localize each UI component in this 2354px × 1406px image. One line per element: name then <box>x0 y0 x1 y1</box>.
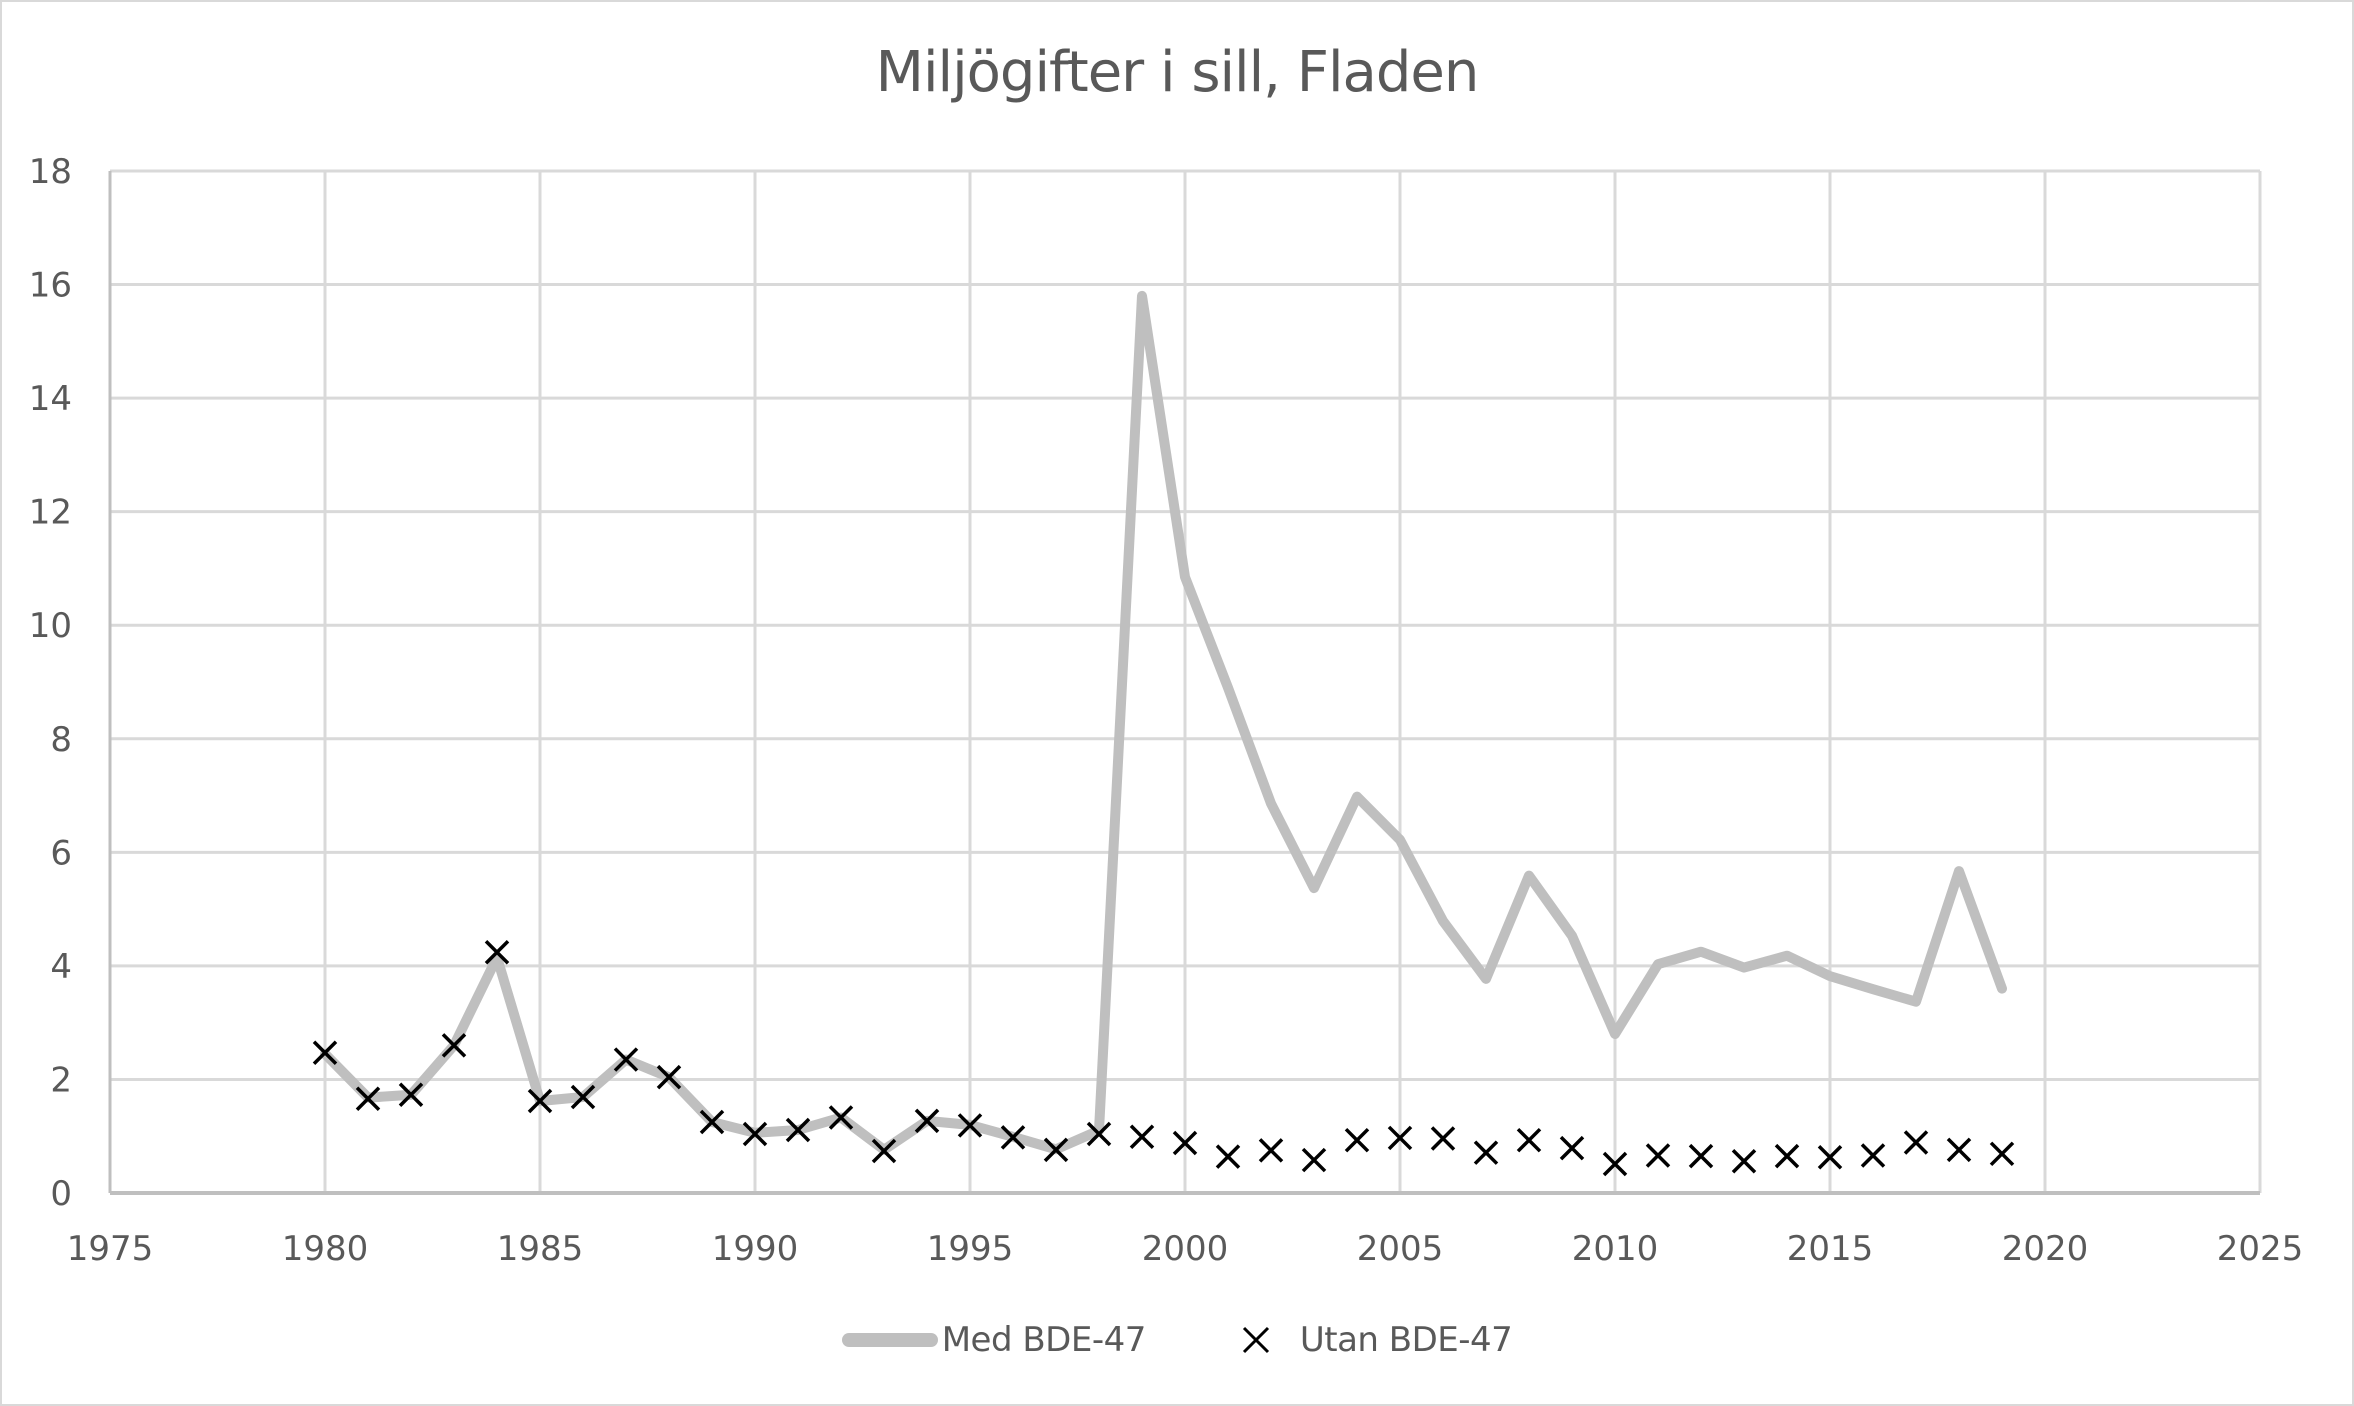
y-tick-label: 12 <box>29 493 72 533</box>
x-marker-icon <box>1086 1121 1112 1147</box>
x-tick-label: 2025 <box>2217 1229 2304 1269</box>
x-axis-ticks: 1975 1980 1985 1990 1995 2000 2005 2010 2015 2020… <box>67 1229 2304 1269</box>
x-marker-icon <box>1430 1126 1456 1151</box>
x-marker-icon <box>1226 1320 1286 1360</box>
x-marker-icon <box>1688 1143 1714 1169</box>
x-tick-label: 1985 <box>497 1229 584 1269</box>
series-med-bde47-line <box>320 290 2007 1155</box>
y-tick-label: 8 <box>50 720 72 760</box>
legend-label: Utan BDE-47 <box>1299 1320 1513 1360</box>
x-marker-icon <box>1989 1141 2015 1167</box>
y-tick-label: 0 <box>50 1174 72 1214</box>
x-tick-label: 1990 <box>712 1229 799 1269</box>
x-marker-icon <box>1946 1137 1972 1163</box>
legend-label: Med BDE-47 <box>941 1320 1147 1360</box>
x-marker-icon <box>1817 1144 1843 1170</box>
x-tick-label: 1995 <box>927 1229 1014 1269</box>
x-marker-icon <box>570 1084 596 1110</box>
legend: Med BDE-47 Utan BDE-47 <box>0 1310 2354 1370</box>
legend-item-utan-bde47[interactable]: Utan BDE-47 <box>1146 1320 1513 1360</box>
y-tick-label: 2 <box>50 1060 72 1100</box>
y-tick-label: 16 <box>29 266 72 306</box>
x-tick-label: 1975 <box>67 1229 154 1269</box>
x-marker-icon <box>1387 1125 1413 1151</box>
x-marker-icon <box>1903 1130 1929 1155</box>
y-tick-label: 6 <box>50 833 72 873</box>
x-marker-icon <box>1774 1143 1800 1169</box>
x-marker-icon <box>1000 1125 1026 1150</box>
x-tick-label: 2010 <box>1572 1229 1659 1269</box>
x-tick-label: 2020 <box>2002 1229 2089 1269</box>
x-marker-icon <box>1301 1147 1327 1173</box>
x-marker-icon <box>785 1117 811 1143</box>
x-marker-icon <box>1516 1127 1542 1153</box>
x-marker-icon <box>914 1108 940 1134</box>
chart-title: Miljögifter i sill, Fladen <box>875 40 1480 105</box>
x-tick-label: 2015 <box>1787 1229 1874 1269</box>
x-marker-icon <box>398 1082 424 1108</box>
x-marker-icon <box>441 1033 467 1058</box>
x-tick-label: 1980 <box>282 1229 369 1269</box>
x-marker-icon <box>1344 1127 1370 1153</box>
y-tick-label: 14 <box>29 379 72 419</box>
x-marker-icon <box>1860 1143 1886 1168</box>
x-marker-icon <box>1258 1138 1284 1163</box>
x-marker-icon <box>1129 1124 1155 1150</box>
x-marker-icon <box>828 1105 854 1130</box>
x-marker-icon <box>527 1088 553 1114</box>
x-marker-icon <box>1172 1130 1198 1156</box>
x-marker-icon <box>1473 1140 1499 1165</box>
x-marker-icon <box>742 1121 768 1147</box>
x-marker-icon <box>1043 1137 1069 1163</box>
x-marker-icon <box>871 1138 897 1164</box>
x-marker-icon <box>1559 1135 1585 1161</box>
series-utan-bde47-markers <box>312 940 2015 1177</box>
axes <box>108 171 2260 1195</box>
x-marker-icon <box>1731 1148 1757 1174</box>
x-marker-icon <box>656 1064 682 1090</box>
med-bde47-line <box>320 290 2007 1155</box>
x-tick-label: 2005 <box>1357 1229 1444 1269</box>
x-marker-icon <box>699 1109 725 1135</box>
y-tick-label: 18 <box>29 152 72 192</box>
gridlines <box>110 169 2262 1193</box>
x-marker-icon <box>312 1040 338 1065</box>
x-marker-icon <box>957 1113 983 1138</box>
legend-line-swatch-icon <box>841 1333 938 1347</box>
x-marker-icon <box>484 940 510 965</box>
y-tick-label: 10 <box>29 606 72 646</box>
legend-item-med-bde47[interactable]: Med BDE-47 <box>841 1320 1147 1360</box>
x-marker-icon <box>1645 1143 1671 1168</box>
x-marker-icon <box>613 1047 639 1072</box>
x-marker-icon <box>355 1086 381 1111</box>
x-marker-icon <box>1215 1144 1241 1169</box>
x-tick-label: 2000 <box>1142 1229 1229 1269</box>
y-axis-ticks: 0 2 4 6 8 10 12 14 16 18 <box>29 152 72 1214</box>
y-tick-label: 4 <box>50 947 72 987</box>
x-marker-icon <box>1602 1151 1628 1177</box>
